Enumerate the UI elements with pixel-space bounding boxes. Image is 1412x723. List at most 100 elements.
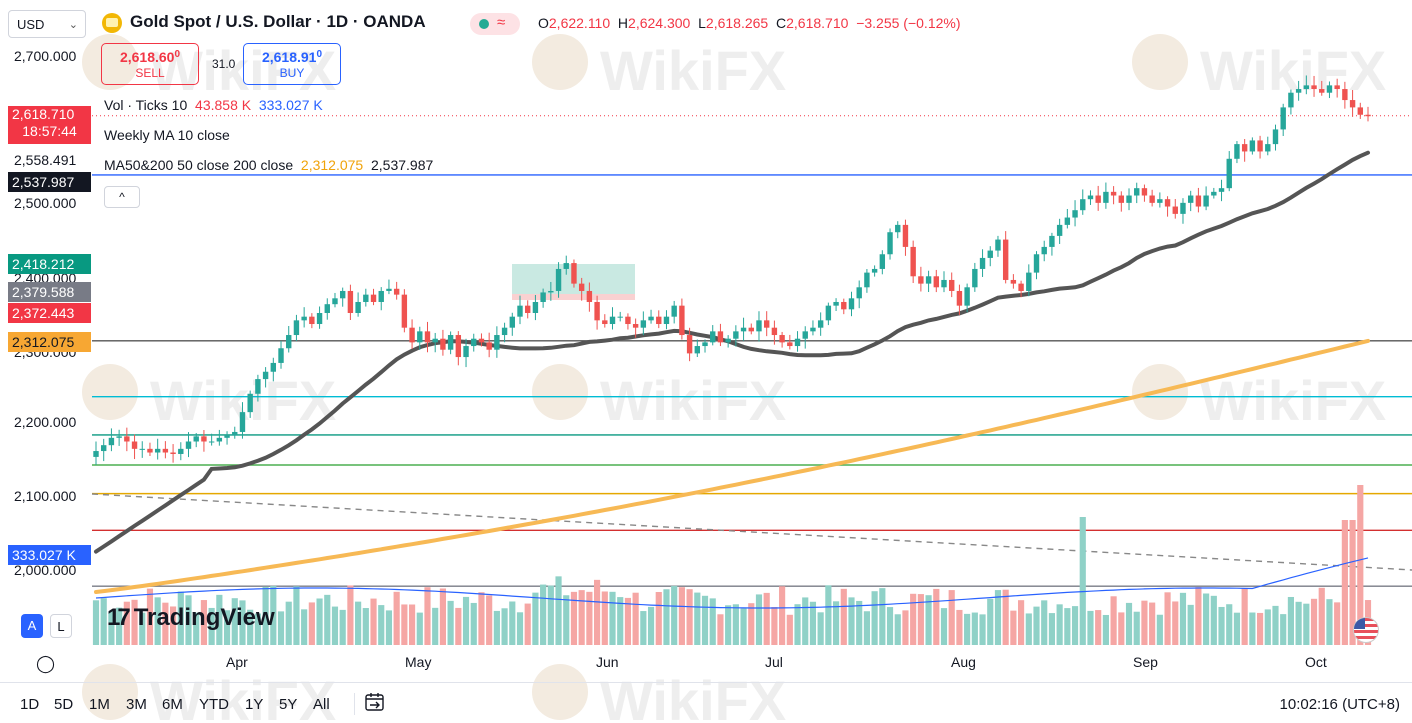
volume-bar: [385, 610, 393, 645]
range-all-button[interactable]: All: [313, 696, 330, 713]
candle-body: [710, 331, 716, 343]
candle-body: [640, 320, 647, 328]
candle-body: [224, 435, 230, 438]
candle-body: [116, 436, 122, 438]
candle-body: [355, 301, 361, 313]
range-ytd-button[interactable]: YTD: [199, 696, 229, 713]
horizontal-levels: [91, 115, 1412, 587]
candle-body: [1303, 85, 1310, 90]
us-flag-icon[interactable]: [1353, 617, 1379, 643]
current-price-value: 2,618.710: [12, 106, 75, 122]
auto-scale-button[interactable]: A: [21, 614, 43, 638]
ma50-line: [94, 338, 1370, 594]
range-5d-button[interactable]: 5D: [54, 696, 74, 713]
candle-body: [702, 342, 708, 347]
settings-gear-icon[interactable]: ◯: [36, 654, 56, 673]
candle-body: [1010, 279, 1017, 284]
volume-bar: [948, 590, 955, 645]
ma-legend-label: MA50&200 50 close 200 close: [104, 157, 294, 173]
volume-bar: [532, 592, 539, 645]
volume-bar: [416, 612, 423, 645]
high-label: H: [617, 15, 629, 31]
range-6m-button[interactable]: 6M: [162, 696, 183, 713]
candle-body: [447, 335, 454, 350]
log-scale-button[interactable]: L: [50, 614, 72, 638]
volume-bar: [270, 585, 277, 645]
volume-sell-value: 43.858 K: [195, 97, 252, 113]
volume-bar: [1125, 602, 1133, 645]
volume-bar: [486, 595, 493, 645]
candle-body: [131, 441, 138, 449]
volume-bar: [825, 585, 832, 645]
weekly-ma-legend[interactable]: Weekly MA 10 close: [104, 127, 230, 143]
volume-bar: [339, 609, 346, 645]
candle-body: [93, 451, 99, 457]
range-1y-button[interactable]: 1Y: [245, 696, 264, 713]
sell-button[interactable]: 2,618.600 SELL: [101, 43, 199, 85]
volume-bar: [894, 614, 901, 645]
ma-legend[interactable]: MA50&200 50 close 200 close 2,312.075 2,…: [104, 157, 433, 173]
buy-button[interactable]: 2,618.910 BUY: [243, 43, 341, 85]
market-open-icon: [479, 19, 489, 29]
volume-bar: [401, 604, 408, 645]
volume-bar: [146, 588, 154, 645]
candles: [93, 75, 1371, 465]
volume-bar: [1164, 592, 1171, 645]
candle-body: [586, 290, 593, 302]
currency-value: USD: [17, 17, 45, 32]
candle-body: [632, 324, 639, 328]
ma200-line: [94, 150, 1370, 554]
candle-body: [185, 441, 192, 449]
candle-body: [956, 290, 963, 306]
price-axis-label: 2,200.000: [14, 414, 77, 430]
range-5y-button[interactable]: 5Y: [279, 696, 298, 713]
candle-body: [293, 320, 300, 336]
collapse-legend-button[interactable]: ^: [104, 186, 140, 208]
volume-bar: [655, 592, 662, 645]
chevron-down-icon: ⌄: [68, 19, 78, 31]
time-axis-label: Jul: [765, 654, 783, 670]
candle-body: [779, 335, 785, 343]
candle-body: [1026, 272, 1032, 291]
candle-body: [1349, 100, 1356, 108]
volume-bar: [1295, 601, 1302, 645]
volume-bar: [524, 603, 531, 645]
candle-body: [763, 320, 770, 328]
date-range-icon[interactable]: [364, 691, 386, 713]
market-status-badge[interactable]: ≈: [470, 13, 520, 35]
volume-legend[interactable]: Vol · Ticks 10 43.858 K 333.027 K: [104, 97, 323, 113]
buy-label: BUY: [279, 66, 305, 80]
clock-timezone[interactable]: 10:02:16 (UTC+8): [1279, 696, 1400, 713]
volume-bar: [809, 601, 817, 645]
loss-zone: [512, 294, 635, 300]
volume-bar: [701, 595, 709, 645]
volume-bar: [462, 596, 470, 645]
candle-body: [1342, 89, 1348, 101]
range-3m-button[interactable]: 3M: [126, 696, 147, 713]
sell-price: 2,618.60: [119, 49, 175, 65]
candle-body: [833, 301, 839, 306]
volume-bar: [1241, 588, 1248, 645]
volume-bar: [594, 579, 601, 645]
candle-body: [979, 257, 986, 269]
volume-bar: [216, 594, 223, 645]
price-axis-label: 2,558.491: [14, 152, 77, 168]
candle-body: [486, 342, 492, 350]
candle-body: [656, 316, 662, 325]
range-1d-button[interactable]: 1D: [20, 696, 40, 713]
currency-select[interactable]: USD ⌄: [8, 10, 86, 38]
candle-body: [756, 320, 762, 332]
chart-title[interactable]: Gold Spot / U.S. Dollar · 1D · OANDA: [130, 12, 426, 31]
price-axis-label: 2,700.000: [14, 48, 77, 64]
volume-bar: [116, 607, 123, 645]
candle-body: [178, 448, 184, 454]
candle-body: [262, 371, 269, 380]
current-price-tag: 2,618.710 18:57:44: [8, 106, 91, 144]
volume-bar: [470, 602, 477, 645]
candle-body: [370, 294, 377, 302]
candle-body: [671, 305, 677, 317]
candle-body: [1080, 199, 1086, 211]
volume-bar: [609, 591, 616, 645]
range-1m-button[interactable]: 1M: [89, 696, 110, 713]
